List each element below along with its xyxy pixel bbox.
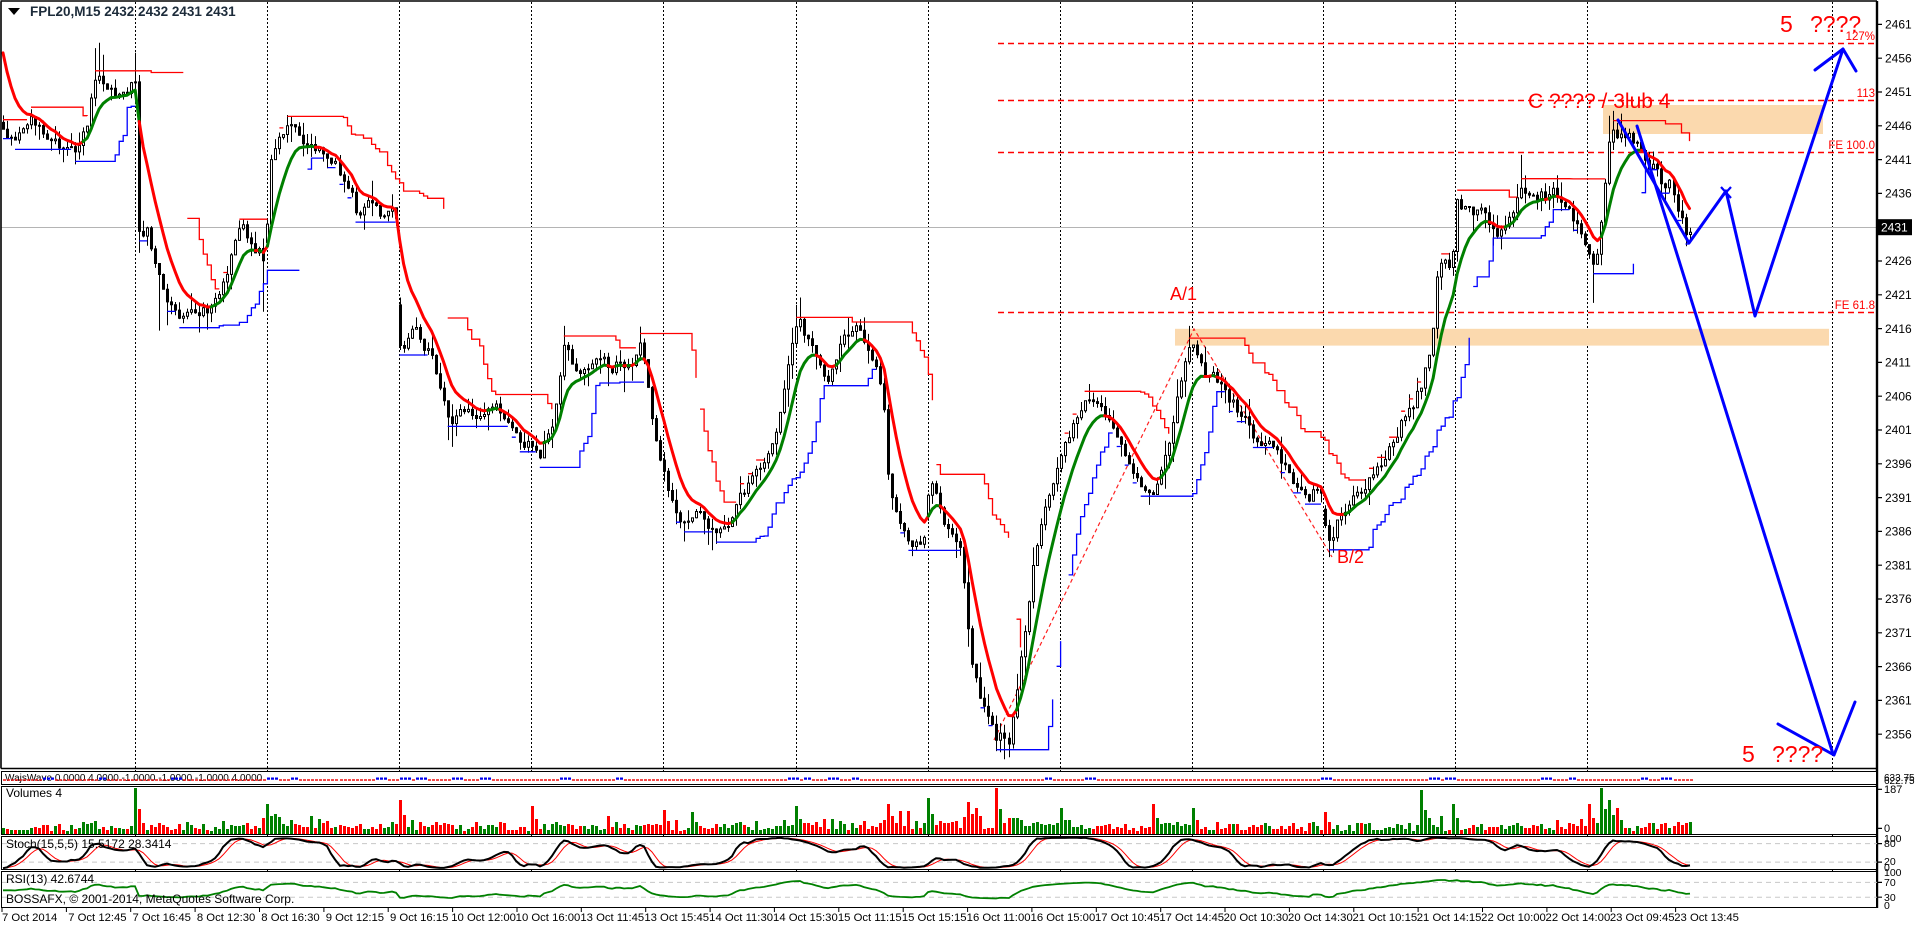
svg-text:????: ????: [1772, 741, 1823, 767]
svg-text:16 Oct 15:00: 16 Oct 15:00: [1031, 912, 1096, 924]
svg-text:2361: 2361: [1885, 694, 1912, 708]
svg-text:2456: 2456: [1885, 51, 1912, 65]
svg-text:15 Oct 15:15: 15 Oct 15:15: [902, 912, 967, 924]
svg-text:23 Oct 09:45: 23 Oct 09:45: [1610, 912, 1675, 924]
svg-text:9 Oct 16:15: 9 Oct 16:15: [390, 912, 448, 924]
svg-text:2406: 2406: [1885, 389, 1912, 403]
svg-text:5: 5: [1780, 11, 1793, 37]
svg-text:20: 20: [1884, 856, 1896, 868]
svg-text:23 Oct 13:45: 23 Oct 13:45: [1674, 912, 1739, 924]
svg-text:9 Oct 12:15: 9 Oct 12:15: [326, 912, 384, 924]
svg-text:2431: 2431: [1881, 221, 1908, 235]
svg-text:20 Oct 10:30: 20 Oct 10:30: [1224, 912, 1289, 924]
svg-text:7 Oct 12:45: 7 Oct 12:45: [68, 912, 126, 924]
svg-text:0: 0: [1884, 900, 1890, 912]
svg-text:14 Oct 15:30: 14 Oct 15:30: [773, 912, 838, 924]
svg-text:2356: 2356: [1885, 727, 1912, 741]
svg-text:17 Oct 10:45: 17 Oct 10:45: [1095, 912, 1160, 924]
svg-text:FPL20,M15 2432 2432 2431 2431: FPL20,M15 2432 2432 2431 2431: [30, 4, 236, 19]
svg-text:80: 80: [1884, 838, 1896, 850]
svg-text:WajsWave 0.0000 4.0000 -1.0000: WajsWave 0.0000 4.0000 -1.0000 -1.0000 -…: [5, 773, 263, 784]
svg-text:21 Oct 10:15: 21 Oct 10:15: [1352, 912, 1417, 924]
svg-text:C ???? / 3lub 4: C ???? / 3lub 4: [1528, 90, 1671, 113]
svg-text:????: ????: [1810, 11, 1861, 37]
svg-text:2376: 2376: [1885, 592, 1912, 606]
svg-text:Stoch(15,5,5) 15.5172 28.3414: Stoch(15,5,5) 15.5172 28.3414: [6, 837, 172, 851]
svg-text:2436: 2436: [1885, 187, 1912, 201]
svg-text:2426: 2426: [1885, 254, 1912, 268]
svg-text:5: 5: [1742, 741, 1755, 767]
svg-text:633.75: 633.75: [1884, 773, 1915, 784]
svg-text:622.75: 622.75: [1884, 776, 1915, 787]
svg-text:2451: 2451: [1885, 85, 1912, 99]
svg-text:FE 61.8: FE 61.8: [1835, 300, 1875, 312]
svg-text:10 Oct 12:00: 10 Oct 12:00: [451, 912, 516, 924]
svg-text:2396: 2396: [1885, 457, 1912, 471]
svg-text:15 Oct 11:15: 15 Oct 11:15: [838, 912, 902, 924]
svg-text:113: 113: [1857, 88, 1875, 100]
svg-text:7 Oct 2014: 7 Oct 2014: [2, 912, 57, 924]
svg-text:Volumes 4: Volumes 4: [6, 786, 62, 800]
svg-text:BOSSAFX, © 2001-2014, MetaQuot: BOSSAFX, © 2001-2014, MetaQuotes Softwar…: [6, 892, 294, 906]
svg-text:17 Oct 14:45: 17 Oct 14:45: [1159, 912, 1224, 924]
svg-text:FE 100.0: FE 100.0: [1828, 140, 1875, 152]
svg-text:14 Oct 11:30: 14 Oct 11:30: [709, 912, 773, 924]
svg-text:A/1: A/1: [1170, 284, 1197, 304]
svg-text:2371: 2371: [1885, 626, 1912, 640]
svg-text:20 Oct 14:30: 20 Oct 14:30: [1288, 912, 1353, 924]
svg-text:2446: 2446: [1885, 119, 1912, 133]
svg-text:2386: 2386: [1885, 525, 1912, 539]
svg-text:100: 100: [1884, 867, 1902, 879]
svg-text:2461: 2461: [1885, 18, 1912, 32]
svg-text:2421: 2421: [1885, 288, 1912, 302]
svg-text:16 Oct 11:00: 16 Oct 11:00: [967, 912, 1031, 924]
svg-text:13 Oct 15:45: 13 Oct 15:45: [644, 912, 709, 924]
svg-text:0: 0: [1884, 862, 1890, 874]
svg-text:8 Oct 16:30: 8 Oct 16:30: [261, 912, 319, 924]
svg-text:2411: 2411: [1885, 356, 1911, 370]
svg-text:187: 187: [1884, 784, 1902, 796]
svg-text:2401: 2401: [1885, 423, 1912, 437]
svg-text:2366: 2366: [1885, 660, 1912, 674]
svg-text:21 Oct 14:15: 21 Oct 14:15: [1417, 912, 1482, 924]
svg-text:2381: 2381: [1885, 558, 1912, 572]
svg-text:2416: 2416: [1885, 322, 1912, 336]
svg-text:100: 100: [1884, 833, 1902, 845]
svg-text:127%: 127%: [1846, 31, 1875, 43]
svg-text:22 Oct 10:00: 22 Oct 10:00: [1481, 912, 1546, 924]
svg-text:13 Oct 11:45: 13 Oct 11:45: [580, 912, 644, 924]
svg-text:30: 30: [1884, 892, 1896, 904]
svg-text:RSI(13) 42.6744: RSI(13) 42.6744: [6, 872, 94, 886]
svg-text:0: 0: [1884, 823, 1890, 835]
svg-text:10 Oct 16:00: 10 Oct 16:00: [516, 912, 581, 924]
svg-text:2391: 2391: [1885, 491, 1912, 505]
svg-text:B/2: B/2: [1337, 547, 1364, 567]
svg-text:2441: 2441: [1885, 153, 1912, 167]
svg-text:8 Oct 12:30: 8 Oct 12:30: [197, 912, 255, 924]
svg-text:22 Oct 14:00: 22 Oct 14:00: [1546, 912, 1611, 924]
svg-text:7 Oct 16:45: 7 Oct 16:45: [132, 912, 190, 924]
svg-text:70: 70: [1884, 877, 1896, 889]
